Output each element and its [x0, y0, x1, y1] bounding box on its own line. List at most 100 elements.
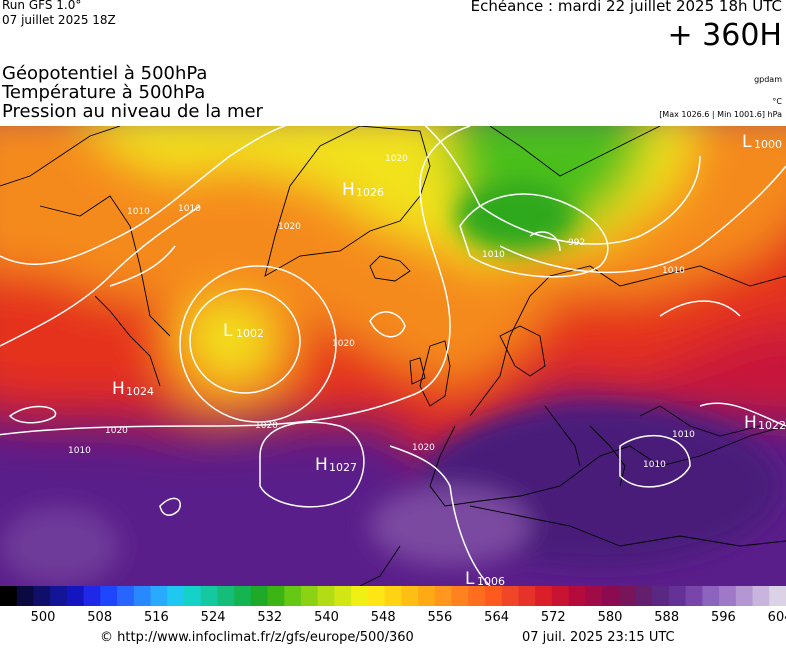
color-scale-swatch: [334, 586, 352, 606]
run-date: 07 juillet 2025 18Z: [2, 13, 116, 27]
color-scale-swatch: [769, 586, 786, 606]
pressure-center-high: H 1022: [744, 413, 786, 433]
color-scale-swatch: [33, 586, 51, 606]
coastlines: [0, 126, 786, 586]
color-scale-swatch: [518, 586, 536, 606]
svg-text:L: L: [465, 569, 475, 586]
color-scale-swatch: [551, 586, 570, 606]
svg-text:L: L: [223, 321, 233, 341]
color-scale-swatch: [217, 586, 235, 606]
color-scale-swatch: [16, 586, 35, 606]
isobar-label: 1010: [672, 430, 695, 440]
color-scale-swatch: [200, 586, 218, 606]
isobar-label: 1010: [127, 207, 150, 217]
color-scale-swatch: [301, 586, 319, 606]
svg-text:1027: 1027: [329, 461, 357, 474]
color-scale-swatch: [100, 586, 118, 606]
isobars: [0, 126, 786, 586]
svg-text:H: H: [342, 180, 355, 200]
color-scale-swatch: [83, 586, 101, 606]
pressure-center-high: H 1026: [342, 180, 384, 200]
isobar-label: 1020: [278, 222, 301, 232]
color-scale-swatch: [50, 586, 68, 606]
color-scale-tick-label: 516: [143, 610, 169, 625]
color-scale-swatch: [284, 586, 302, 606]
color-scale-swatch: [535, 586, 553, 606]
color-scale-tick-label: 540: [314, 610, 339, 625]
parameter-sea-level-pressure: Pression au niveau de la mer: [2, 101, 263, 122]
forecast-valid-time: Echéance : mardi 22 juillet 2025 18h UTC: [470, 0, 782, 15]
color-scale-swatch: [735, 586, 754, 606]
color-scale-swatch: [585, 586, 603, 606]
generation-timestamp: 07 juil. 2025 23:15 UTC: [522, 630, 675, 645]
color-scale-swatch: [702, 586, 720, 606]
color-scale-swatch: [501, 586, 520, 606]
color-scale-swatch: [117, 586, 135, 606]
pressure-center-low: L 1006: [465, 569, 505, 586]
svg-text:H: H: [744, 413, 757, 433]
isobar-label: 1010: [68, 446, 91, 456]
color-scale-swatch: [685, 586, 703, 606]
color-scale-swatch: [384, 586, 402, 606]
isobar-label: 1010: [662, 266, 685, 276]
pressure-center-high: H 1024: [112, 379, 154, 399]
pressure-center-low: L 1000: [742, 132, 782, 152]
svg-text:1002: 1002: [236, 327, 264, 340]
color-scale-tick-label: 548: [370, 610, 396, 625]
isobar-label: 1020: [255, 421, 278, 431]
geopotential-field: [0, 126, 786, 586]
isobar-label: 1010: [482, 250, 505, 260]
svg-text:H: H: [112, 379, 125, 399]
color-scale-swatch: [317, 586, 336, 606]
unit-gpdam: gpdam: [754, 75, 782, 84]
svg-text:L: L: [742, 132, 752, 152]
color-scale-swatch: [602, 586, 620, 606]
svg-text:1000: 1000: [754, 138, 782, 151]
color-scale-swatch: [150, 586, 168, 606]
color-scale-swatch: [401, 586, 419, 606]
svg-text:1022: 1022: [758, 419, 786, 432]
pressure-center-low: L 1002: [223, 321, 264, 341]
color-scale-swatch: [484, 586, 503, 606]
source-url[interactable]: © http://www.infoclimat.fr/z/gfs/europe/…: [100, 630, 414, 645]
color-scale-swatch: [668, 586, 687, 606]
color-scale-swatch: [618, 586, 637, 606]
forecast-horizon: + 360H: [667, 18, 783, 53]
pressure-centers: H 1026 L 1000 L 1002 H 1024 H 1027 H 1022 L 100…: [112, 132, 786, 586]
weather-map: H 1026 L 1000 L 1002 H 1024 H 1027 H 1022 L 100…: [0, 126, 786, 586]
color-scale-swatch: [66, 586, 85, 606]
color-scale-swatch: [250, 586, 269, 606]
isobar-label: 1020: [412, 443, 435, 453]
color-scale-swatch: [351, 586, 369, 606]
color-scale-tick-label: 580: [597, 610, 623, 625]
color-scale-swatch: [468, 586, 486, 606]
parameter-geopotential: Géopotentiel à 500hPa: [2, 63, 208, 84]
pressure-center-high: H 1027: [315, 455, 357, 475]
color-scale-swatch: [451, 586, 469, 606]
color-scale-swatch: [167, 586, 185, 606]
color-scale-swatch: [568, 586, 586, 606]
color-scale-swatch: [719, 586, 737, 606]
color-scale-tick-label: 604: [767, 610, 786, 625]
run-title: Run GFS 1.0°: [2, 0, 82, 12]
isobar-label: 1020: [332, 339, 355, 349]
isobar-label: 1010: [178, 204, 201, 214]
svg-text:1024: 1024: [126, 385, 154, 398]
unit-celsius: °C: [772, 97, 782, 106]
color-scale-tick-label: 596: [710, 610, 736, 625]
color-scale-tick-label: 572: [540, 610, 566, 625]
color-scale-tick-label: 588: [654, 610, 680, 625]
isobar-label: 992: [568, 238, 585, 248]
isobar-label: 1020: [385, 154, 408, 164]
parameter-temperature: Température à 500hPa: [2, 82, 206, 103]
isobar-label: 1020: [105, 426, 128, 436]
color-scale-swatch: [434, 586, 453, 606]
color-scale-swatch: [183, 586, 202, 606]
color-scale-ticks: 500 508 516 524 532 540 548 556 564 572 580 588 596 6…: [0, 610, 786, 626]
color-scale-swatch: [267, 586, 285, 606]
color-scale-swatch: [418, 586, 436, 606]
color-scale-tick-label: 500: [30, 610, 56, 625]
color-scale-swatch: [234, 586, 252, 606]
color-scale-swatch: [367, 586, 386, 606]
unit-pressure-range: [Max 1026.6 | Min 1001.6] hPa: [659, 110, 782, 119]
